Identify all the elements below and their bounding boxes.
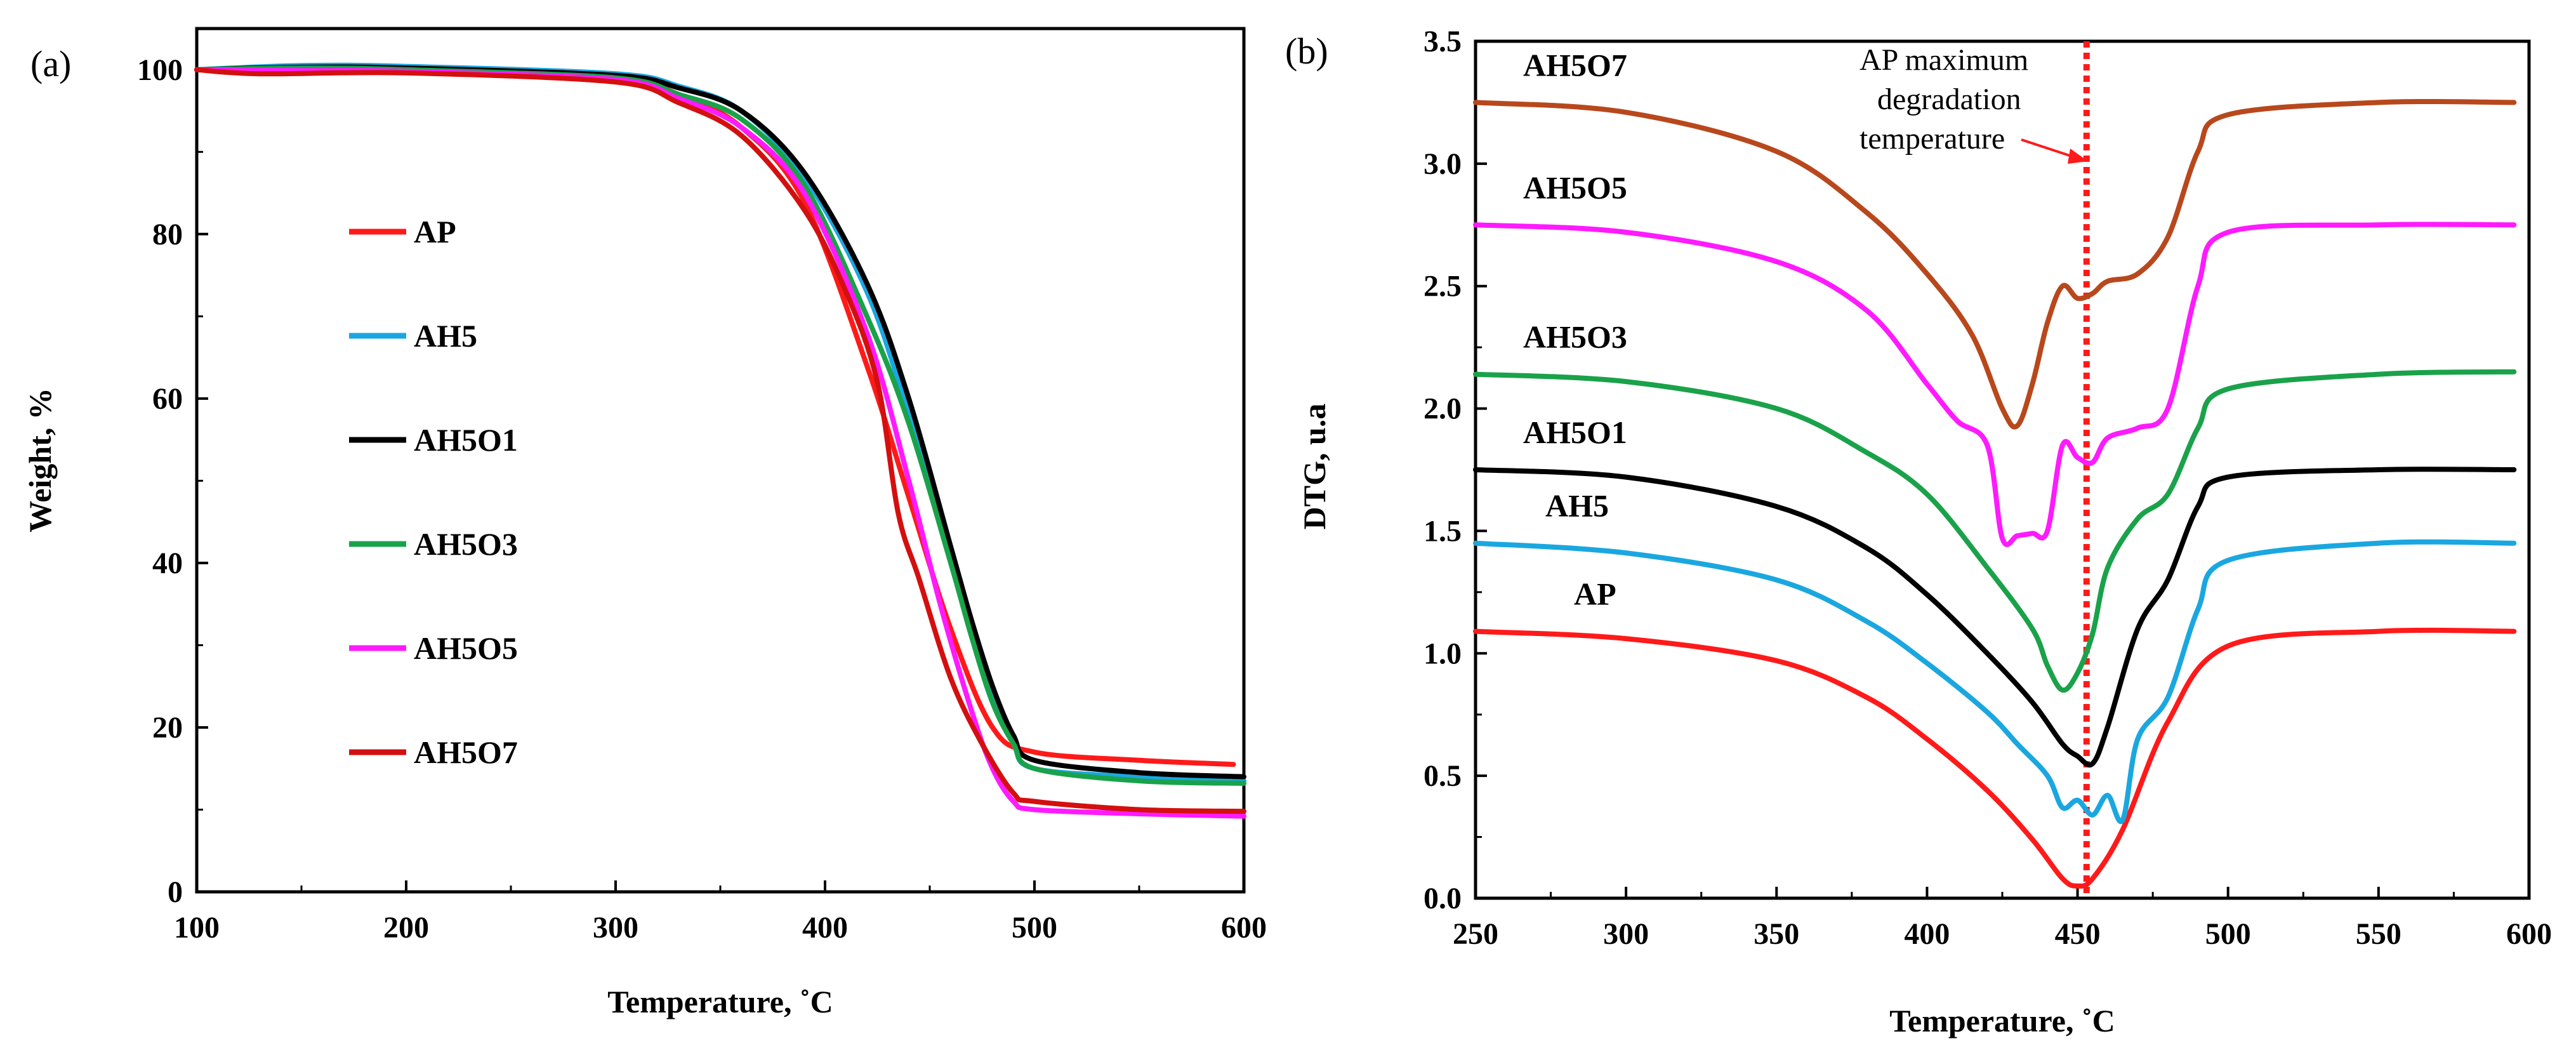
annotation-arrowhead — [2068, 149, 2088, 164]
a-series-ah5o7-line — [194, 67, 1246, 814]
b-y-tick-label: 3.0 — [1423, 147, 1462, 181]
legend-label-ah5: AH5 — [414, 318, 477, 354]
panel-b-y-axis-title: DTG, u.a — [1297, 404, 1332, 530]
panel-a-tga-chart: (a) 100 200 300 400 500 600 0 20 40 60 80 100 AP AH5… — [22, 27, 1267, 1019]
a-x-tick-label: 500 — [1012, 911, 1057, 945]
b-x-tick-label: 400 — [1904, 917, 1950, 951]
a-x-tick-label: 300 — [593, 911, 638, 945]
panel-a-y-axis-title: Weight, % — [22, 388, 58, 533]
b-x-tick-label: 300 — [1603, 917, 1649, 951]
annotation-arrow — [2021, 138, 2076, 159]
a-series-ap-line — [194, 67, 1236, 767]
panel-a-legend: AP AH5 AH5O1 AH5O3 AH5O5 AH5O7 — [349, 214, 518, 770]
b-y-tick-label: 0.0 — [1423, 882, 1462, 915]
b-x-tick-label: 450 — [2055, 917, 2101, 951]
b-series-ah5o3-line — [1473, 369, 2517, 693]
panel-b-dtg-chart: (b) 250 300 350 400 450 500 550 600 0.0 0.5 1.0 1.5… — [1285, 25, 2552, 1038]
a-x-tick-label: 200 — [383, 911, 429, 945]
b-x-tick-label: 250 — [1453, 917, 1498, 951]
panel-a-ticks: 100 200 300 400 500 600 0 20 40 60 80 100 — [137, 53, 1267, 945]
a-series-ah5-line — [194, 62, 1246, 784]
legend-label-ap: AP — [414, 214, 456, 249]
a-series-ah5o5-line — [194, 67, 1246, 819]
a-y-tick-label: 40 — [152, 547, 183, 580]
dtg-label-ah5o7: AH5O7 — [1523, 47, 1627, 83]
a-y-tick-label: 100 — [137, 53, 183, 87]
panel-b-ticks: 250 300 350 400 450 500 550 600 0.0 0.5 1.0 1.5 2.0 2… — [1423, 25, 2552, 951]
legend-label-ah5o5: AH5O5 — [414, 630, 518, 666]
a-y-tick-label: 0 — [168, 875, 183, 909]
b-x-tick-label: 550 — [2356, 917, 2401, 951]
b-y-tick-label: 2.0 — [1423, 392, 1462, 426]
dtg-label-ah5: AH5 — [1545, 488, 1609, 524]
b-x-tick-label: 350 — [1754, 917, 1799, 951]
a-y-tick-label: 20 — [152, 711, 183, 745]
annotation-line-3: temperature — [1859, 122, 2005, 156]
a-series-ah5o3-line — [194, 65, 1246, 786]
a-x-tick-label: 600 — [1221, 911, 1267, 945]
b-y-tick-label: 2.5 — [1423, 270, 1462, 303]
legend-label-ah5o7: AH5O7 — [414, 734, 518, 770]
b-x-tick-label: 600 — [2506, 917, 2552, 951]
panel-b-x-axis-title: Temperature, ˚C — [1889, 1003, 2115, 1038]
a-x-tick-label: 400 — [802, 911, 848, 945]
a-series-ah5o1-line — [194, 64, 1246, 779]
panel-b-series-labels: AP AH5 AH5O1 AH5O3 AH5O5 AH5O7 — [1523, 47, 1627, 611]
annotation-line-1: AP maximum — [1859, 43, 2028, 77]
panel-b-series — [1473, 98, 2517, 889]
a-x-tick-label: 100 — [174, 911, 220, 945]
b-y-tick-label: 3.5 — [1423, 25, 1462, 58]
panel-a-series — [194, 62, 1246, 819]
panel-a-frame — [195, 27, 1246, 894]
b-series-ah5o7-line — [1473, 98, 2517, 430]
b-series-ap-line — [1473, 627, 2517, 889]
panel-b-label: (b) — [1285, 30, 1328, 72]
annotation-line-2: degradation — [1877, 83, 2021, 116]
a-y-tick-label: 60 — [152, 382, 183, 416]
b-series-ah5-line — [1473, 539, 2517, 825]
b-series-ah5o1-line — [1473, 467, 2517, 768]
b-x-tick-label: 500 — [2205, 917, 2251, 951]
b-series-ah5o5-line — [1473, 222, 2517, 547]
b-y-tick-label: 1.5 — [1423, 514, 1462, 548]
a-y-tick-label: 80 — [152, 218, 183, 251]
b-y-tick-label: 0.5 — [1423, 759, 1462, 793]
panel-a-label: (a) — [30, 43, 71, 84]
dtg-label-ah5o1: AH5O1 — [1523, 415, 1627, 450]
legend-label-ah5o1: AH5O1 — [414, 422, 518, 458]
panel-a-x-axis-title: Temperature, ˚C — [607, 984, 833, 1019]
dtg-label-ap: AP — [1574, 576, 1616, 612]
annotation: AP maximum degradation temperature — [1859, 43, 2088, 164]
b-y-tick-label: 1.0 — [1423, 637, 1462, 670]
legend-label-ah5o3: AH5O3 — [414, 526, 518, 562]
dtg-label-ah5o5: AH5O5 — [1523, 169, 1627, 205]
dtg-label-ah5o3: AH5O3 — [1523, 319, 1627, 355]
